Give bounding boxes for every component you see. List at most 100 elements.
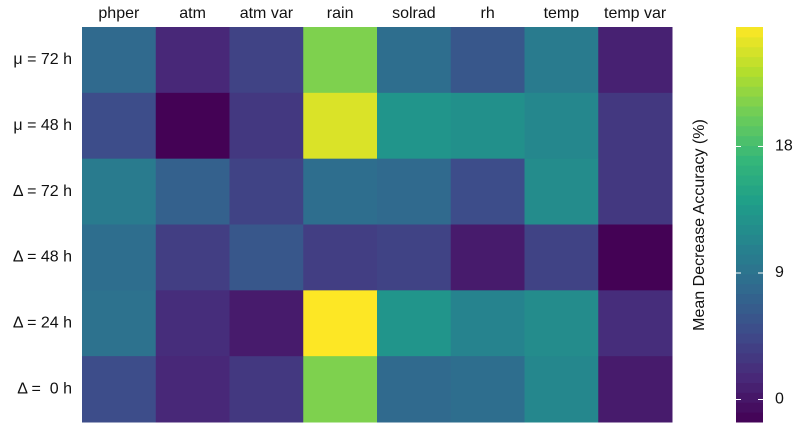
heatmap-cell: [524, 158, 599, 225]
heatmap-cell: [598, 158, 673, 225]
x-tick-label: rain: [327, 5, 354, 22]
colorbar-band: [736, 313, 763, 324]
colorbar-band: [736, 204, 763, 216]
heatmap-cell: [450, 290, 525, 357]
heatmap-cell: [377, 92, 452, 160]
colorbar-band: [736, 412, 763, 423]
y-tick-label: μ = 72 h: [13, 51, 72, 68]
colorbar-band: [736, 175, 763, 186]
heatmap-cell: [82, 27, 157, 94]
x-tick-label: temp: [544, 5, 580, 22]
colorbar-band: [736, 96, 763, 107]
colorbar-band: [736, 244, 763, 255]
heatmap-cell: [303, 290, 378, 357]
colorbar-band: [736, 293, 763, 304]
heatmap-cell: [377, 356, 452, 423]
colorbar-band: [736, 115, 763, 127]
colorbar-band: [736, 214, 763, 225]
heatmap-cell: [450, 27, 525, 94]
heatmap-cell: [229, 224, 304, 291]
colorbar-band: [736, 155, 763, 166]
heatmap-cell: [82, 356, 157, 423]
colorbar-band: [736, 36, 763, 48]
heatmap-cell: [82, 290, 157, 357]
colorbar-band: [736, 402, 763, 413]
heatmap-cell: [377, 27, 452, 94]
colorbar-band: [736, 76, 763, 87]
heatmap-cell: [155, 158, 230, 225]
colorbar-label: Mean Decrease Accuracy (%): [691, 119, 708, 331]
colorbar-tick-label: 9: [775, 264, 784, 281]
colorbar-band: [736, 382, 763, 393]
heatmap-cell: [229, 92, 304, 160]
heatmap-cell: [155, 290, 230, 357]
colorbar-band: [736, 303, 763, 314]
heatmap-cell: [377, 158, 452, 225]
heatmap-cell: [82, 158, 157, 225]
heatmap-cell: [377, 224, 452, 291]
heatmap-cell: [377, 290, 452, 357]
heatmap-cell: [598, 92, 673, 160]
heatmap-cell: [598, 27, 673, 94]
colorbar-band: [736, 106, 763, 117]
colorbar-band: [736, 323, 763, 334]
colorbar-band: [736, 194, 763, 206]
colorbar-band: [736, 273, 763, 285]
heatmap-cell: [598, 290, 673, 357]
colorbar-band: [736, 343, 763, 354]
colorbar-band: [736, 125, 763, 137]
y-tick-label: Δ = 24 h: [13, 314, 72, 331]
x-tick-label: phper: [98, 5, 140, 22]
heatmap-cell: [524, 356, 599, 423]
heatmap-cell: [524, 290, 599, 357]
heatmap-cell: [524, 224, 599, 291]
y-tick-label: Δ = 48 h: [13, 249, 72, 266]
heatmap-cell: [303, 158, 378, 225]
colorbar-band: [736, 185, 763, 196]
heatmap-cell: [303, 27, 378, 94]
y-tick-label: Δ = 0 h: [17, 380, 72, 397]
colorbar-band: [736, 283, 763, 295]
heatmap-cell: [82, 224, 157, 291]
colorbar-band: [736, 254, 763, 265]
heatmap-cell: [229, 356, 304, 423]
heatmap-cell: [229, 27, 304, 94]
colorbar-band: [736, 372, 763, 383]
heatmap-cell: [155, 92, 230, 160]
heatmap-cell: [450, 224, 525, 291]
x-tick-label: temp var: [604, 5, 667, 22]
x-tick-label: atm var: [240, 5, 294, 22]
heatmap-cell: [524, 27, 599, 94]
heatmap-cell: [229, 290, 304, 357]
colorbar-band: [736, 165, 763, 176]
x-tick-label: atm: [179, 5, 206, 22]
heatmap-cell: [450, 158, 525, 225]
heatmap-cell: [229, 158, 304, 225]
heatmap-cell: [155, 356, 230, 423]
colorbar-band: [736, 46, 763, 58]
heatmap-cell: [598, 356, 673, 423]
colorbar-tick-label: 0: [775, 391, 784, 408]
heatmap-cell: [598, 224, 673, 291]
heatmap-cell: [155, 224, 230, 291]
heatmap-cell: [303, 224, 378, 291]
colorbar-band: [736, 333, 763, 344]
colorbar-band: [736, 392, 763, 403]
heatmap-cell: [450, 356, 525, 423]
colorbar-band: [736, 66, 763, 77]
x-tick-label: solrad: [392, 5, 436, 22]
heatmap-cell: [155, 27, 230, 94]
heatmap-cell: [450, 92, 525, 160]
heatmap-cell: [82, 92, 157, 160]
colorbar-band: [736, 56, 763, 67]
heatmap-cell: [524, 92, 599, 160]
colorbar-band: [736, 27, 763, 38]
colorbar-band: [736, 264, 763, 275]
x-tick-label: rh: [481, 5, 495, 22]
y-tick-label: μ = 48 h: [13, 117, 72, 134]
colorbar-tick-label: 18: [775, 138, 793, 155]
colorbar-band: [736, 135, 763, 146]
colorbar-band: [736, 352, 763, 364]
colorbar-band: [736, 362, 763, 374]
